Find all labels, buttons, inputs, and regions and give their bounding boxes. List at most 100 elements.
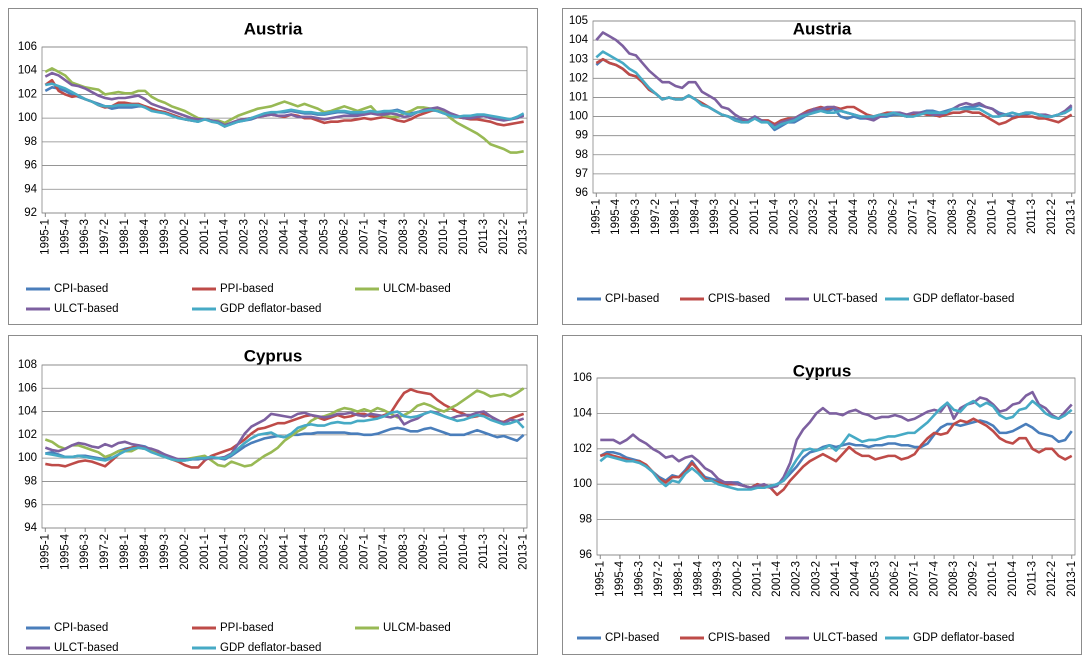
x-tick-label: 1998-1 — [119, 219, 131, 255]
y-tick-label: 102 — [18, 429, 37, 441]
legend-label: PPI-based — [220, 622, 274, 634]
x-tick-label: 2006-2 — [338, 219, 350, 255]
x-tick-label: 2010-4 — [458, 218, 470, 254]
x-tick-label: 2006-2 — [889, 561, 901, 597]
x-tick-label: 2001-1 — [751, 561, 763, 597]
x-tick-label: 2012-2 — [498, 219, 510, 255]
x-tick-label: 1995-1 — [39, 534, 51, 570]
x-tick-label: 2007-1 — [358, 219, 370, 255]
x-tick-label: 2003-2 — [259, 534, 271, 570]
legend-label: ULCM-based — [383, 622, 451, 634]
legend-label: CPIS-based — [708, 293, 770, 305]
x-tick-label: 2007-4 — [378, 218, 390, 254]
x-tick-label: 2004-1 — [279, 219, 291, 255]
y-tick-label: 98 — [24, 475, 37, 487]
x-tick-label: 2000-2 — [179, 219, 191, 255]
x-tick-label: 2008-3 — [947, 199, 959, 235]
x-tick-label: 1996-3 — [630, 199, 642, 235]
y-tick-label: 98 — [24, 136, 37, 148]
x-tick-label: 2005-3 — [318, 219, 330, 255]
x-tick-label: 2010-4 — [458, 533, 470, 569]
y-tick-label: 103 — [569, 53, 588, 65]
x-tick-label: 2008-3 — [398, 534, 410, 570]
chart-title: Cyprus — [244, 346, 303, 365]
x-tick-label: 2013-1 — [1066, 199, 1078, 235]
legend-label: CPI-based — [605, 632, 659, 644]
legend-label: ULCM-based — [383, 283, 451, 295]
x-tick-label: 2012-2 — [1046, 199, 1058, 235]
x-tick-label: 1997-2 — [99, 219, 111, 255]
x-tick-label: 2011-3 — [1026, 561, 1038, 596]
y-tick-label: 104 — [569, 34, 589, 46]
x-tick-label: 2013-1 — [1066, 561, 1078, 597]
x-tick-label: 1998-1 — [119, 534, 131, 570]
x-tick-label: 2001-1 — [749, 199, 761, 235]
x-tick-label: 2001-4 — [219, 218, 231, 254]
x-tick-label: 1995-4 — [59, 218, 71, 254]
y-tick-label: 101 — [569, 91, 588, 103]
x-tick-label: 2003-2 — [810, 561, 822, 597]
y-tick-label: 98 — [575, 149, 588, 161]
series-line — [595, 31, 1073, 128]
x-tick-label: 2004-1 — [279, 534, 291, 570]
series-line — [45, 410, 525, 462]
series-line — [45, 82, 525, 128]
x-tick-label: 2004-1 — [828, 199, 840, 235]
x-tick-label: 2001-4 — [771, 560, 783, 596]
x-tick-label: 2000-2 — [179, 534, 191, 570]
y-tick-label: 92 — [24, 207, 37, 219]
x-tick-label: 2009-2 — [968, 561, 980, 597]
chart-frame — [8, 8, 538, 325]
legend-label: GDP deflator-based — [913, 632, 1014, 644]
y-tick-label: 98 — [579, 514, 592, 526]
x-tick-label: 1999-3 — [712, 561, 724, 597]
x-tick-label: 2010-4 — [1007, 560, 1019, 596]
x-tick-label: 2012-2 — [498, 534, 510, 570]
chart-title: Cyprus — [793, 361, 852, 380]
chart-frame — [8, 335, 538, 655]
x-tick-label: 2005-3 — [318, 534, 330, 570]
legend-label: CPI-based — [54, 622, 108, 634]
y-tick-label: 106 — [18, 382, 37, 394]
y-tick-label: 94 — [24, 522, 37, 534]
x-tick-label: 1999-3 — [159, 534, 171, 570]
x-tick-label: 1995-1 — [39, 219, 51, 255]
x-tick-label: 1998-4 — [693, 560, 705, 596]
x-tick-label: 1998-1 — [673, 561, 685, 597]
y-tick-label: 104 — [18, 406, 38, 418]
x-tick-label: 2007-4 — [927, 198, 939, 234]
y-tick-label: 100 — [18, 112, 37, 124]
x-tick-label: 2007-1 — [907, 199, 919, 235]
x-tick-label: 1996-3 — [634, 561, 646, 597]
x-tick-label: 2004-4 — [848, 198, 860, 234]
x-tick-label: 2002-3 — [791, 561, 803, 597]
x-tick-label: 2001-1 — [199, 219, 211, 255]
x-tick-label: 1995-1 — [594, 561, 606, 597]
x-tick-label: 2012-2 — [1046, 561, 1058, 597]
legend-label: ULCT-based — [813, 293, 878, 305]
x-tick-label: 2004-4 — [298, 218, 310, 254]
legend-label: CPI-based — [605, 293, 659, 305]
x-tick-label: 2011-3 — [478, 534, 490, 569]
series-line — [599, 399, 1073, 491]
legend-label: PPI-based — [220, 283, 274, 295]
x-tick-label: 2000-2 — [729, 199, 741, 235]
x-tick-label: 2009-2 — [967, 199, 979, 235]
x-tick-label: 2010-1 — [438, 534, 450, 570]
x-tick-label: 1997-2 — [650, 199, 662, 235]
x-tick-label: 2000-2 — [732, 561, 744, 597]
y-tick-label: 104 — [18, 65, 38, 77]
x-tick-label: 2007-4 — [928, 560, 940, 596]
x-tick-label: 2005-3 — [868, 199, 880, 235]
y-tick-label: 102 — [18, 88, 37, 100]
x-tick-label: 1996-3 — [79, 219, 91, 255]
legend-label: GDP deflator-based — [220, 642, 321, 654]
x-tick-label: 1998-4 — [139, 218, 151, 254]
x-tick-label: 2006-2 — [338, 534, 350, 570]
y-tick-label: 105 — [569, 15, 588, 27]
x-tick-label: 1999-3 — [709, 199, 721, 235]
chart-frame — [562, 8, 1082, 325]
x-tick-label: 2008-3 — [398, 219, 410, 255]
x-tick-label: 2003-2 — [259, 219, 271, 255]
